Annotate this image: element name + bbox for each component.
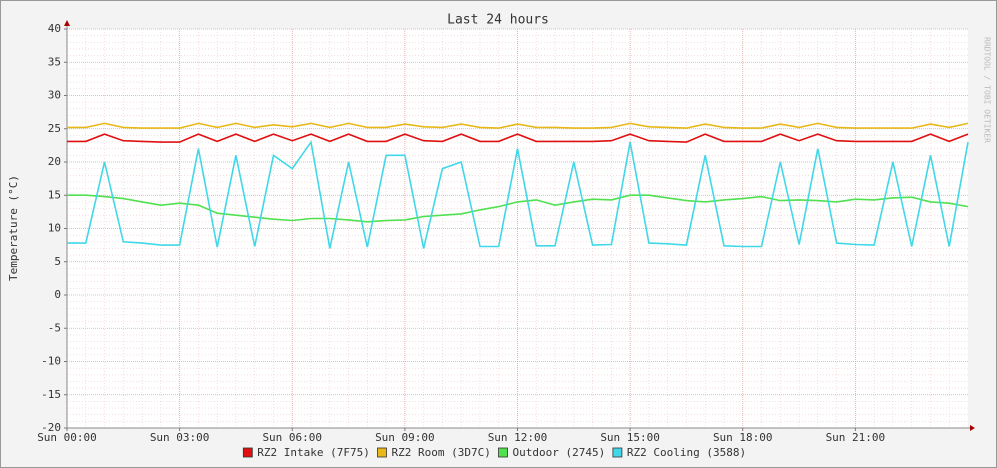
series-line (67, 140, 969, 249)
y-tick-label: 40 (48, 22, 61, 35)
x-tick-label: Sun 12:00 (488, 431, 548, 444)
watermark: RRDTOOL / TOBI OETIKER (983, 37, 992, 143)
legend-label: RZ2 Cooling (3588) (627, 446, 746, 459)
y-tick-label: 20 (48, 155, 61, 168)
y-axis-arrow (64, 20, 70, 26)
legend-label: RZ2 Room (3D7C) (392, 446, 491, 459)
x-tick-label: Sun 21:00 (826, 431, 886, 444)
legend-label: RZ2 Intake (7F75) (257, 446, 370, 459)
y-tick-label: 15 (48, 188, 61, 201)
y-tick-label: 35 (48, 55, 61, 68)
x-tick-label: Sun 09:00 (375, 431, 435, 444)
y-tick-label: 0 (54, 288, 61, 301)
legend-swatch (377, 447, 387, 458)
y-tick-label: 5 (54, 255, 61, 268)
x-tick-label: Sun 18:00 (713, 431, 773, 444)
y-tick-label: 30 (48, 89, 61, 102)
x-tick-label: Sun 06:00 (262, 431, 322, 444)
y-tick-label: -15 (41, 388, 61, 401)
y-tick-label: -10 (41, 355, 61, 368)
x-tick-label: Sun 00:00 (37, 431, 97, 444)
legend-label: Outdoor (2745) (513, 446, 606, 459)
y-tick-label: 10 (48, 222, 61, 235)
y-tick-label: -20 (41, 421, 61, 434)
series-line (67, 122, 969, 129)
x-tick-label: Sun 15:00 (600, 431, 660, 444)
x-tick-label: Sun 03:00 (150, 431, 210, 444)
y-tick-label: -5 (48, 321, 61, 334)
series-line (67, 133, 969, 143)
y-axis-label: Temperature (°C) (7, 175, 20, 281)
x-axis-arrow (970, 425, 975, 431)
legend-swatch (498, 447, 508, 458)
legend-swatch (242, 447, 253, 458)
legend-swatch (612, 447, 623, 458)
chart-title: Last 24 hours (447, 13, 549, 28)
y-tick-label: 25 (48, 122, 61, 135)
series-line (67, 194, 969, 223)
